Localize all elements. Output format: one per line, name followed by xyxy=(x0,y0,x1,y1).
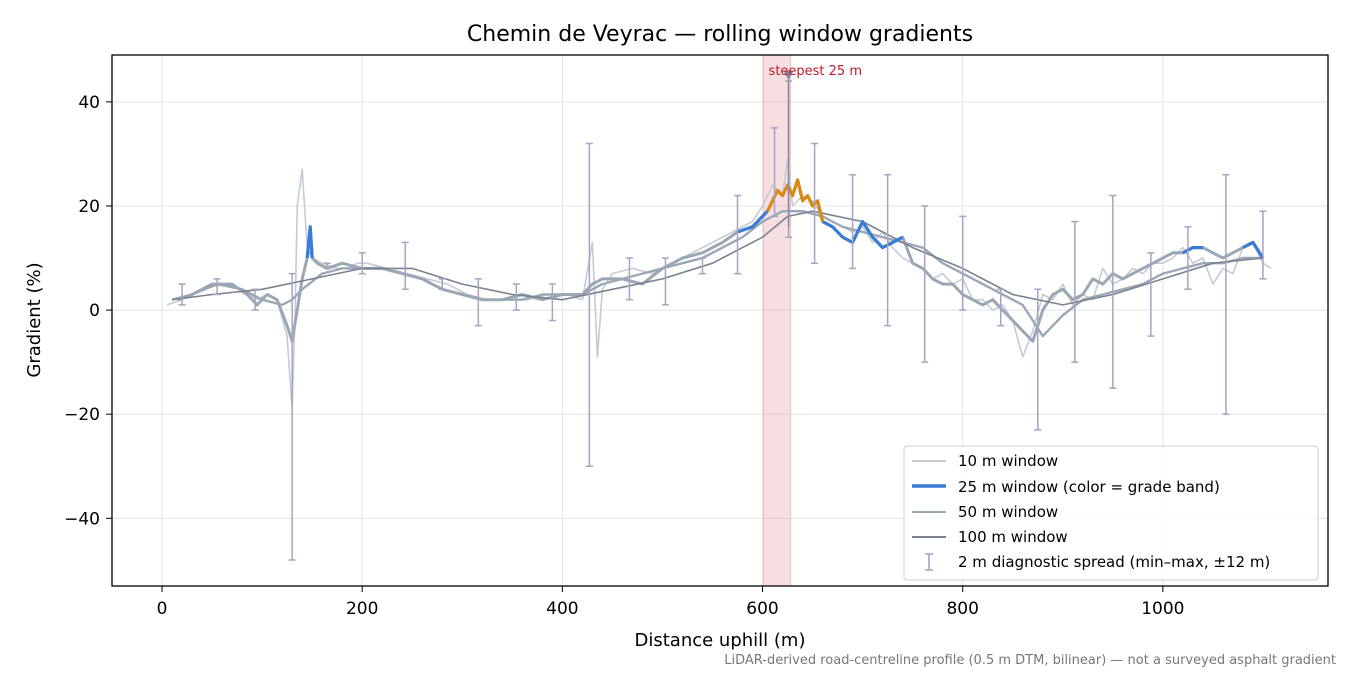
spread-errorbar xyxy=(548,283,556,322)
series-25m-orange-segment xyxy=(766,178,825,222)
y-tick-label: −20 xyxy=(64,405,100,425)
x-tick-label: 400 xyxy=(546,599,578,619)
series-line-25m xyxy=(176,178,1265,343)
y-tick-label: 0 xyxy=(89,301,100,321)
x-tick-label: 200 xyxy=(346,599,378,619)
steepest-label: steepest 25 m xyxy=(769,64,862,79)
spread-errorbar xyxy=(323,262,331,270)
x-axis: 0 200 400 600 800 1000 xyxy=(157,586,1184,619)
y-tick-label: 40 xyxy=(78,93,100,113)
steepest-segment-band xyxy=(763,54,792,587)
legend-label-25m: 25 m window (color = grade band) xyxy=(958,478,1220,496)
series-25m-blue-segment xyxy=(821,220,904,250)
legend-label-100m: 100 m window xyxy=(958,528,1068,546)
spread-errorbar xyxy=(585,142,593,468)
y-axis-label: Gradient (%) xyxy=(24,262,45,377)
marker-layer: steepest 25 m xyxy=(769,64,862,227)
spread-errorbar xyxy=(213,278,221,296)
legend-label-10m: 10 m window xyxy=(958,452,1058,470)
spread-errorbar xyxy=(811,142,819,264)
spread-errorbar xyxy=(997,288,1005,327)
plot-frame xyxy=(111,54,1329,587)
spread-errorbar xyxy=(734,194,742,275)
x-tick-label: 1000 xyxy=(1141,599,1184,619)
spread-errorbar xyxy=(438,278,446,291)
legend-label-50m: 50 m window xyxy=(958,503,1058,521)
spread-errorbar xyxy=(401,241,409,291)
grid xyxy=(112,55,1328,586)
spread-errorbar xyxy=(474,278,482,327)
spread-errorbar xyxy=(512,283,520,311)
spread-errorbar xyxy=(1222,173,1230,415)
spread-errorbar xyxy=(1034,288,1042,431)
spread-errorbar xyxy=(849,173,857,270)
y-axis: −40 −20 0 20 40 xyxy=(64,93,112,529)
spread-errorbar xyxy=(661,257,669,306)
series-line-50m xyxy=(171,210,1263,338)
spread-errorbar xyxy=(1071,220,1079,363)
legend-label-spread: 2 m diagnostic spread (min–max, ±12 m) xyxy=(958,553,1270,571)
x-tick-label: 600 xyxy=(746,599,778,619)
series-layer xyxy=(166,158,1272,410)
spread-errorbar xyxy=(771,127,779,218)
legend-swatch-spread xyxy=(925,553,933,571)
caption: LiDAR-derived road-centreline profile (0… xyxy=(724,653,1336,668)
spread-errorbar xyxy=(1109,194,1117,389)
plot-area: steepest 25 m xyxy=(111,54,1329,587)
spread-errorbar xyxy=(1147,252,1155,337)
legend-box xyxy=(903,445,1319,581)
series-line-100m xyxy=(171,210,1263,306)
spread-errorbar xyxy=(625,257,633,301)
spread-errorbar xyxy=(698,257,706,275)
series-25m-blue-segment xyxy=(736,210,769,234)
spread-errorbar xyxy=(1184,226,1192,291)
spread-errorbar xyxy=(1259,210,1267,280)
spread-errorbar xyxy=(178,283,186,306)
x-tick-label: 800 xyxy=(946,599,978,619)
steepest-marker xyxy=(783,70,794,80)
spread-errorbar xyxy=(959,215,967,311)
spread-errorbar xyxy=(288,272,296,561)
x-tick-label: 0 xyxy=(157,599,168,619)
y-tick-label: −40 xyxy=(64,509,100,529)
series-25m-blue-segment xyxy=(1242,240,1265,259)
spread-errorbar xyxy=(251,288,259,311)
spread-errorbar xyxy=(921,205,929,363)
x-axis-label: Distance uphill (m) xyxy=(635,630,806,651)
spread-errorbar xyxy=(358,252,366,275)
spread-errorbar xyxy=(884,173,892,327)
y-tick-label: 20 xyxy=(78,197,100,217)
chart-title: Chemin de Veyrac — rolling window gradie… xyxy=(467,22,973,47)
series-25m-blue-segment xyxy=(1182,246,1203,255)
legend: 10 m window 25 m window (color = grade b… xyxy=(903,445,1319,581)
series-25m-blue-segment xyxy=(305,225,314,259)
series-line-10m xyxy=(166,158,1272,410)
